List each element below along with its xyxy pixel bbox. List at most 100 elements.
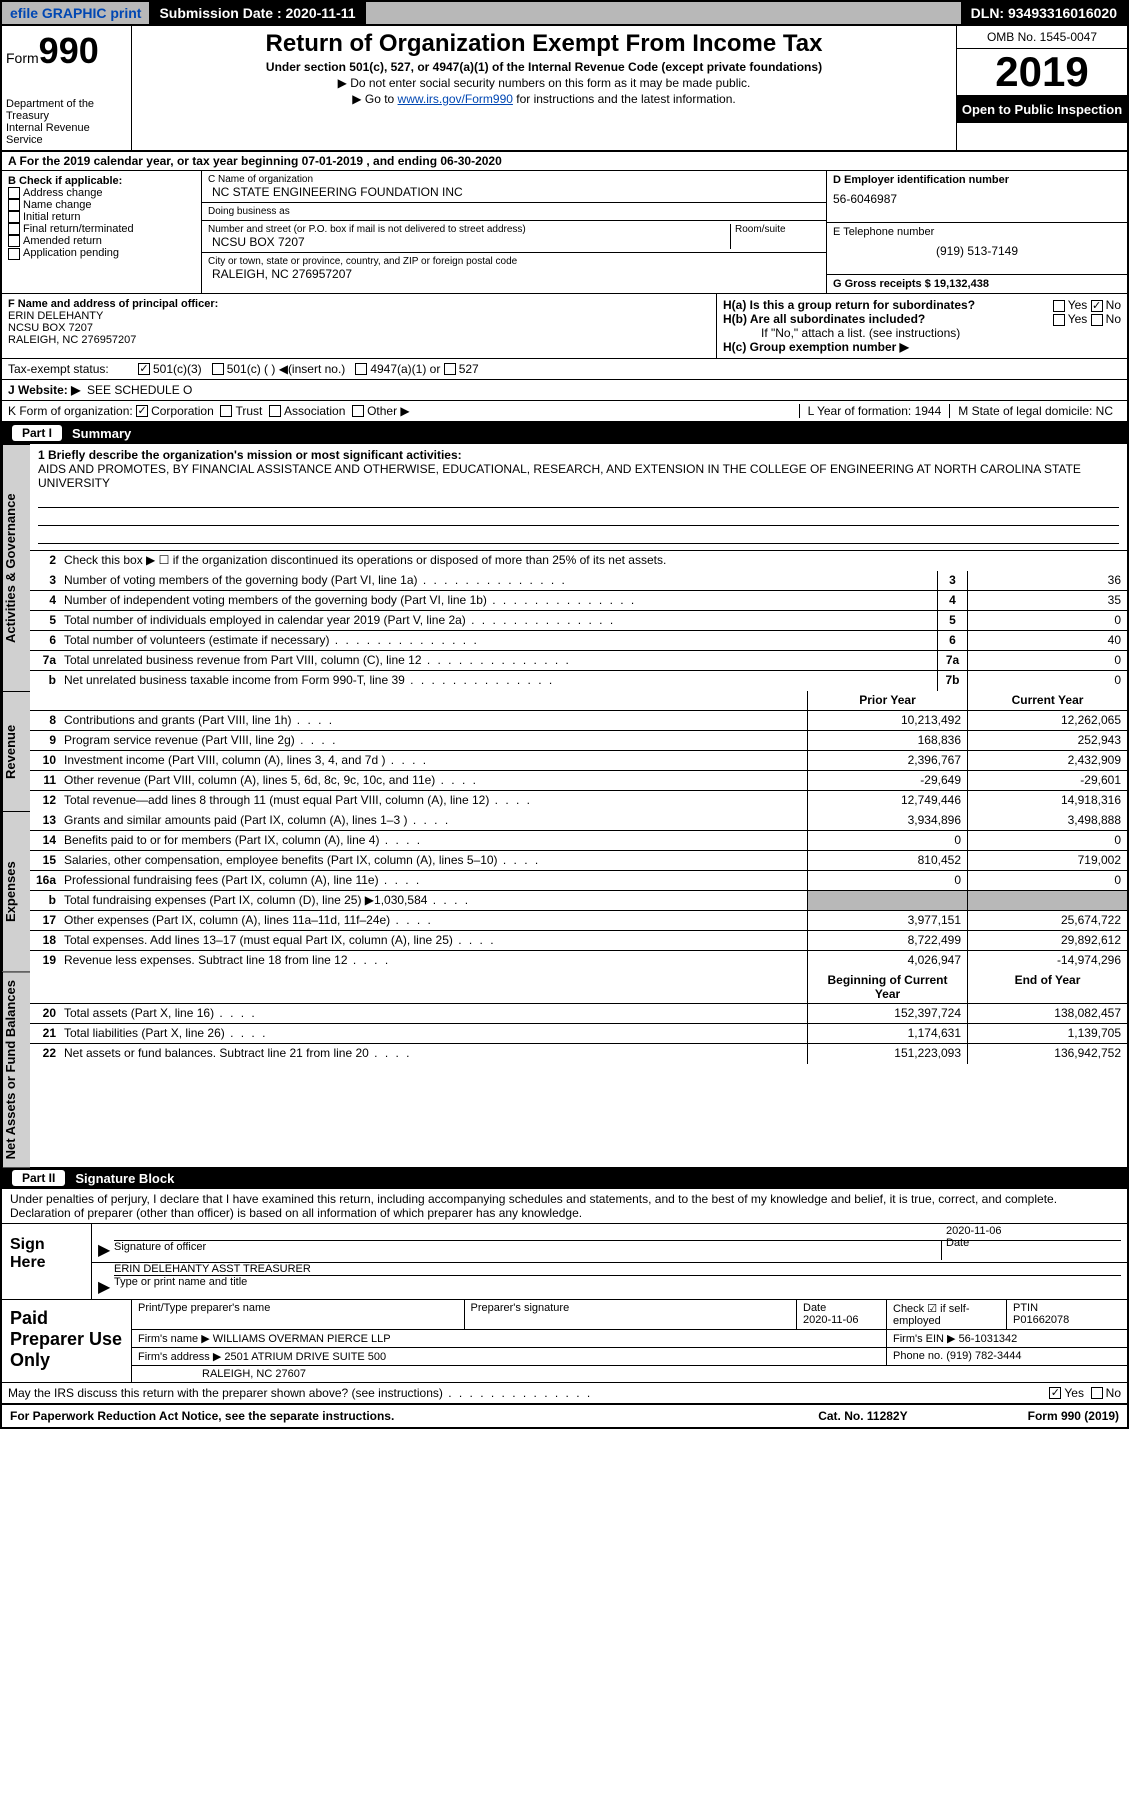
part2-header: Part II Signature Block (2, 1167, 1127, 1189)
line-box: 6 (937, 631, 967, 650)
firm-addr2: RALEIGH, NC 27607 (132, 1366, 1127, 1382)
opt-trust: Trust (235, 404, 262, 418)
addr-label: Number and street (or P.O. box if mail i… (208, 224, 730, 235)
city-cell: City or town, state or province, country… (202, 253, 826, 284)
officer-label: F Name and address of principal officer: (8, 298, 710, 310)
top-bar: efile GRAPHIC print Submission Date : 20… (2, 2, 1127, 26)
prep-sig-label: Preparer's signature (465, 1300, 798, 1329)
sign-here-row: Sign Here ▶ Signature of officer 2020-11… (2, 1224, 1127, 1300)
chk-amended-return[interactable]: Amended return (8, 235, 195, 247)
line-text: Professional fundraising fees (Part IX, … (60, 871, 807, 890)
chk-association[interactable] (269, 405, 281, 417)
box-f: F Name and address of principal officer:… (2, 294, 717, 358)
line-num: 6 (30, 631, 60, 650)
line-5: 5 Total number of individuals employed i… (30, 611, 1127, 631)
current-year-val: 719,002 (967, 851, 1127, 870)
ein-label: D Employer identification number (833, 174, 1121, 186)
line-num: 17 (30, 911, 60, 930)
tax-year: 2019 (957, 49, 1127, 96)
chk-name-change[interactable]: Name change (8, 199, 195, 211)
prep-date: Date2020-11-06 (797, 1300, 887, 1329)
line-val: 0 (967, 671, 1127, 691)
phone: (919) 513-7149 (833, 244, 1121, 258)
line-text: Number of independent voting members of … (60, 591, 937, 610)
line-num: 16a (30, 871, 60, 890)
chk-4947[interactable] (355, 363, 367, 375)
paid-preparer: Paid Preparer Use Only Print/Type prepar… (2, 1300, 1127, 1383)
line-val: 36 (967, 571, 1127, 590)
line-9: 9 Program service revenue (Part VIII, li… (30, 731, 1127, 751)
line-text: Total expenses. Add lines 13–17 (must eq… (60, 931, 807, 950)
prior-year-val: 0 (807, 831, 967, 850)
line-b: b Total fundraising expenses (Part IX, c… (30, 891, 1127, 911)
line-text: Contributions and grants (Part VIII, lin… (60, 711, 807, 730)
gross-receipts-val: G Gross receipts $ 19,132,438 (833, 278, 1121, 290)
current-year-val: 29,892,612 (967, 931, 1127, 950)
part2-title: Signature Block (75, 1171, 174, 1186)
chk-527[interactable] (444, 363, 456, 375)
line-text: Grants and similar amounts paid (Part IX… (60, 811, 807, 830)
city: RALEIGH, NC 276957207 (212, 267, 820, 281)
chk-501c[interactable] (212, 363, 224, 375)
instr-link: Go to www.irs.gov/Form990 for instructio… (140, 92, 948, 106)
chk-initial-return[interactable]: Initial return (8, 211, 195, 223)
gross-receipts: G Gross receipts $ 19,132,438 (827, 275, 1127, 293)
discuss-no: No (1106, 1386, 1121, 1400)
line-text: Total assets (Part X, line 16) (60, 1004, 807, 1023)
chk-final-return[interactable]: Final return/terminated (8, 223, 195, 235)
line-17: 17 Other expenses (Part IX, column (A), … (30, 911, 1127, 931)
prior-year-val: 8,722,499 (807, 931, 967, 950)
part1-header: Part I Summary (2, 422, 1127, 444)
chk-corporation[interactable] (136, 405, 148, 417)
footer-right: Form 990 (2019) (1028, 1409, 1119, 1423)
line-box: 7b (937, 671, 967, 691)
line-16a: 16a Professional fundraising fees (Part … (30, 871, 1127, 891)
box-k-label: K Form of organization: (8, 404, 133, 418)
form-header: Form990 Department of the Treasury Inter… (2, 26, 1127, 152)
line-num: 13 (30, 811, 60, 830)
prior-year-val: 3,934,896 (807, 811, 967, 830)
declaration: Under penalties of perjury, I declare th… (2, 1189, 1127, 1224)
chk-other[interactable] (352, 405, 364, 417)
opt-association: Association (284, 404, 345, 418)
line-text: Net assets or fund balances. Subtract li… (60, 1044, 807, 1064)
boy-hdr: Beginning of Current Year (807, 971, 967, 1003)
irs-link[interactable]: www.irs.gov/Form990 (398, 92, 513, 106)
current-year-val: 14,918,316 (967, 791, 1127, 811)
line-text: Number of voting members of the governin… (60, 571, 937, 590)
sign-here-label: Sign Here (2, 1224, 92, 1299)
prior-year-val: 151,223,093 (807, 1044, 967, 1064)
part1-label: Part I (12, 425, 62, 441)
opt-501c3: 501(c)(3) (153, 362, 202, 376)
dept-treasury: Department of the Treasury Internal Reve… (6, 98, 127, 146)
chk-trust[interactable] (220, 405, 232, 417)
date-label: Date (946, 1237, 969, 1249)
opt-other: Other ▶ (367, 404, 410, 418)
net-assets-section: Net Assets or Fund Balances Beginning of… (2, 971, 1127, 1167)
line-21: 21 Total liabilities (Part X, line 26) 1… (30, 1024, 1127, 1044)
current-year-val: 1,139,705 (967, 1024, 1127, 1043)
prior-year-val: 152,397,724 (807, 1004, 967, 1023)
line-6: 6 Total number of volunteers (estimate i… (30, 631, 1127, 651)
chk-application-pending[interactable]: Application pending (8, 247, 195, 259)
current-year-val: 0 (967, 871, 1127, 890)
prior-year-val: 4,026,947 (807, 951, 967, 971)
firm-name: Firm's name ▶ WILLIAMS OVERMAN PIERCE LL… (132, 1330, 887, 1347)
ag-body: 1 Briefly describe the organization's mi… (30, 444, 1127, 691)
prep-name-label: Print/Type preparer's name (132, 1300, 465, 1329)
submission-date: Submission Date : 2020-11-11 (149, 2, 365, 24)
officer-name: ERIN DELEHANTY (8, 310, 710, 322)
type-name-col: ERIN DELEHANTY ASST TREASURER Type or pr… (114, 1277, 1121, 1297)
chk-address-change[interactable]: Address change (8, 187, 195, 199)
chk-discuss-no[interactable] (1091, 1387, 1103, 1399)
sign-here-body: ▶ Signature of officer 2020-11-06 Date ▶… (92, 1224, 1127, 1299)
line-22: 22 Net assets or fund balances. Subtract… (30, 1044, 1127, 1064)
chk-discuss-yes[interactable] (1049, 1387, 1061, 1399)
line-num: 5 (30, 611, 60, 630)
chk-501c3[interactable] (138, 363, 150, 375)
line-num: 7a (30, 651, 60, 670)
box-c: C Name of organization NC STATE ENGINEER… (202, 171, 827, 293)
efile-link[interactable]: efile GRAPHIC print (2, 3, 149, 23)
ein-cell: D Employer identification number 56-6046… (827, 171, 1127, 223)
hb-row: H(b) Are all subordinates included? Yes … (723, 312, 1121, 326)
